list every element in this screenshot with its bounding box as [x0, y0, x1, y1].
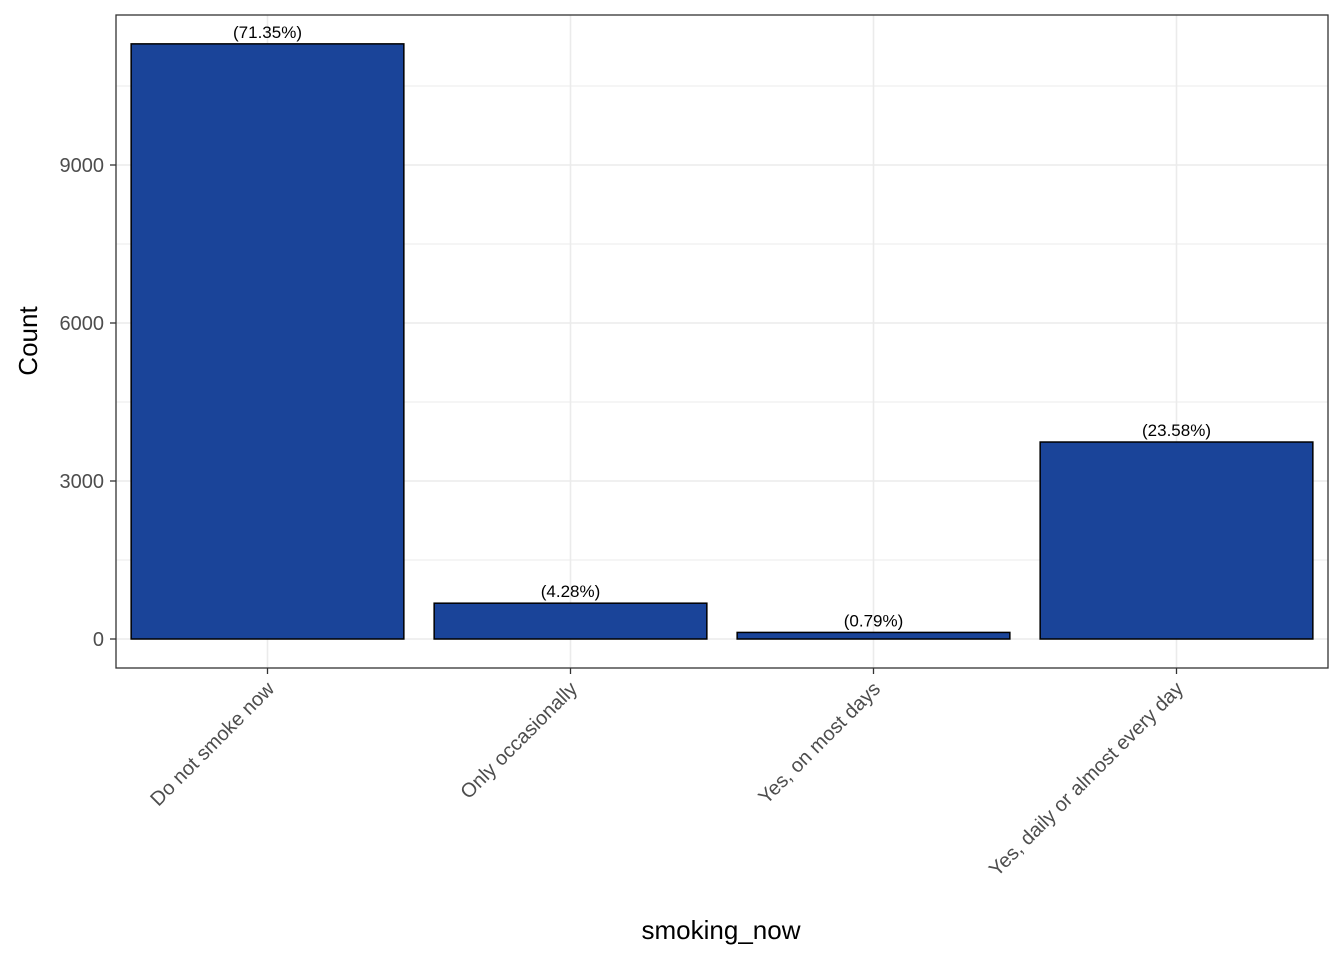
bar-data-label: (0.79%)	[844, 611, 904, 630]
bar	[130, 43, 405, 640]
y-tick-label: 9000	[60, 155, 105, 177]
bar	[433, 602, 708, 640]
y-tick-label: 0	[93, 629, 104, 651]
bar-data-label: (23.58%)	[1142, 421, 1211, 440]
bar-data-label: (4.28%)	[541, 582, 601, 601]
x-axis-title: smoking_now	[642, 915, 801, 945]
y-axis-title: Count	[13, 306, 43, 376]
plot-panel-border	[115, 14, 1329, 669]
bar	[736, 631, 1011, 640]
bar-data-label: (71.35%)	[233, 23, 302, 42]
x-axis: Do not smoke now Only occasionally Yes, on…	[146, 668, 1188, 881]
data-labels: (71.35%) (4.28%) (0.79%) (23.58%)	[233, 23, 1211, 631]
x-tick-label: Yes, on most days	[754, 678, 885, 809]
x-tick-label: Yes, daily or almost every day	[985, 678, 1188, 881]
y-axis: 0 3000 6000 9000	[60, 155, 116, 651]
y-tick-label: 3000	[60, 471, 105, 493]
bars	[130, 43, 1314, 640]
y-tick-label: 6000	[60, 313, 105, 335]
bar	[1039, 441, 1314, 640]
x-tick-label: Only occasionally	[456, 678, 582, 804]
x-tick-label: Do not smoke now	[146, 678, 279, 811]
